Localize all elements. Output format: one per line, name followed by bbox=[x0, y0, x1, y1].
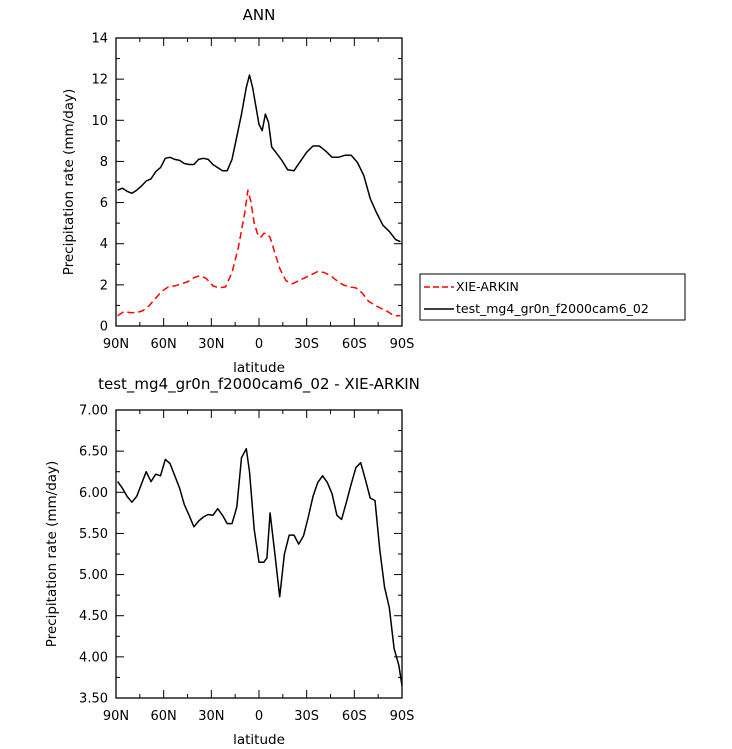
top-y-tick-label: 10 bbox=[91, 114, 108, 129]
top-y-axis-label: Precipitation rate (mm/day) bbox=[61, 89, 77, 276]
top-plot-frame bbox=[115, 37, 403, 327]
top-panel: ANN 90N 60N 30N 0 30S 60S 90S 0 2 4 6 8 10 12 14 lati… bbox=[61, 6, 686, 376]
bottom-y-tick-label: 4.00 bbox=[79, 650, 108, 665]
bottom-series-lines bbox=[116, 447, 403, 686]
bottom-y-tick-label: 7.00 bbox=[79, 404, 108, 419]
bottom-y-tick-label: 5.00 bbox=[79, 568, 108, 583]
top-y-tick-label: 8 bbox=[100, 155, 108, 170]
top-x-ticks: 90N 60N 30N 0 30S 60S 90S bbox=[103, 38, 415, 352]
top-chart-title: ANN bbox=[243, 6, 276, 24]
legend: XIE-ARKIN test_mg4_gr0n_f2000cam6_02 bbox=[419, 273, 686, 321]
bottom-x-axis-label: latitude bbox=[233, 732, 285, 748]
top-x-tick-label: 90S bbox=[390, 337, 415, 352]
bottom-x-tick-label: 60S bbox=[342, 709, 367, 724]
legend-label-test-model: test_mg4_gr0n_f2000cam6_02 bbox=[456, 301, 649, 316]
top-x-tick-label: 60N bbox=[151, 337, 177, 352]
top-y-tick-label: 0 bbox=[100, 320, 108, 335]
top-x-tick-label: 90N bbox=[103, 337, 129, 352]
bottom-x-tick-label: 90S bbox=[390, 709, 415, 724]
top-series-line-0 bbox=[117, 189, 401, 317]
top-series-line-1 bbox=[117, 74, 401, 243]
legend-box bbox=[419, 273, 686, 321]
bottom-y-tick-label: 6.50 bbox=[79, 445, 108, 460]
top-y-ticks: 0 2 4 6 8 10 12 14 bbox=[91, 32, 402, 335]
top-x-axis-label: latitude bbox=[233, 360, 285, 376]
bottom-chart-title: test_mg4_gr0n_f2000cam6_02 - XIE-ARKIN bbox=[98, 375, 420, 394]
bottom-y-tick-label: 6.00 bbox=[79, 486, 108, 501]
top-x-tick-label: 0 bbox=[255, 337, 263, 352]
bottom-y-tick-label: 5.50 bbox=[79, 527, 108, 542]
bottom-series-line-0 bbox=[116, 447, 403, 686]
bottom-x-tick-label: 60N bbox=[151, 709, 177, 724]
bottom-y-axis-label: Precipitation rate (mm/day) bbox=[44, 461, 60, 648]
top-x-tick-label: 30N bbox=[198, 337, 224, 352]
bottom-x-tick-label: 30N bbox=[198, 709, 224, 724]
bottom-y-tick-label: 3.50 bbox=[79, 692, 108, 707]
top-series-lines bbox=[117, 74, 401, 317]
bottom-panel: test_mg4_gr0n_f2000cam6_02 - XIE-ARKIN 9… bbox=[44, 375, 420, 748]
top-x-tick-label: 30S bbox=[294, 337, 319, 352]
top-y-tick-label: 2 bbox=[100, 278, 108, 293]
bottom-x-tick-label: 30S bbox=[294, 709, 319, 724]
top-x-tick-label: 60S bbox=[342, 337, 367, 352]
bottom-plot-frame bbox=[115, 409, 403, 699]
bottom-y-ticks: 3.50 4.00 4.50 5.00 5.50 6.00 6.50 7.00 bbox=[79, 404, 402, 707]
top-y-tick-label: 6 bbox=[100, 196, 108, 211]
bottom-x-ticks: 90N 60N 30N 0 30S 60S 90S bbox=[103, 410, 415, 724]
bottom-x-tick-label: 90N bbox=[103, 709, 129, 724]
top-y-tick-label: 4 bbox=[100, 237, 108, 252]
bottom-y-tick-label: 4.50 bbox=[79, 609, 108, 624]
bottom-x-tick-label: 0 bbox=[255, 709, 263, 724]
top-y-tick-label: 12 bbox=[91, 73, 108, 88]
top-y-tick-label: 14 bbox=[91, 32, 108, 47]
legend-label-xie-arkin: XIE-ARKIN bbox=[456, 279, 519, 294]
